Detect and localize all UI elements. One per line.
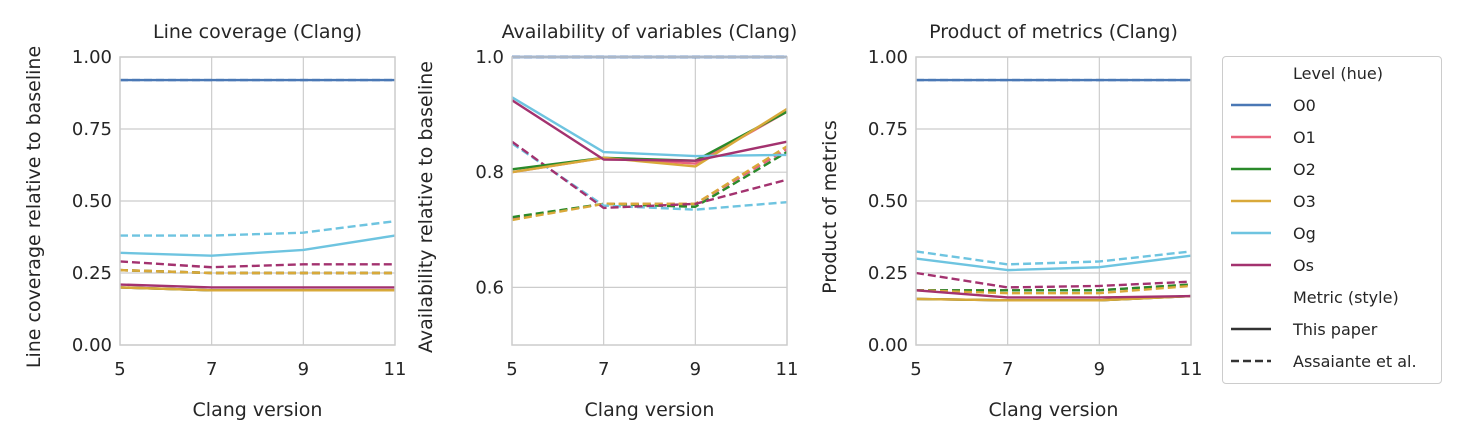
x-tick-label: 11 — [776, 359, 799, 380]
series-line-o3-assaiante — [511, 145, 788, 222]
y-tick-label: 0.6 — [475, 277, 504, 298]
x-axis-label: Clang version — [989, 399, 1119, 421]
series-line-og-this-paper — [119, 234, 396, 257]
y-tick-label: 0.00 — [72, 335, 112, 356]
x-tick-label: 5 — [910, 359, 921, 380]
series-line-o3-assaiante — [119, 268, 395, 275]
series-line-og-assaiante — [120, 219, 396, 237]
legend-item-og: Og — [1293, 224, 1316, 243]
x-tick-label: 9 — [298, 359, 309, 380]
legend-item-o2: O2 — [1293, 160, 1316, 179]
plot-frame — [915, 56, 1192, 346]
y-tick-label: 1.0 — [475, 47, 504, 68]
x-tick-label: 7 — [206, 359, 217, 380]
series-line-o2-assaiante — [916, 283, 1192, 292]
x-tick-label: 11 — [384, 359, 407, 380]
x-tick-label: 7 — [598, 359, 609, 380]
plot-frame — [119, 56, 396, 346]
legend-item-os: Os — [1293, 256, 1314, 275]
legend: Level (hue) O0 O1 O2 O3 Og Os Metric (style) Thi… — [1222, 56, 1442, 384]
chart-panel-2: 5 7 9 11 0.6 0.8 1.0 Availability of variables … — [415, 21, 798, 421]
x-tick-label: 9 — [1094, 359, 1105, 380]
chart-panel-3: 5 7 9 11 0.00 0.25 0.50 0.75 1.00 Product of metr… — [819, 21, 1202, 421]
y-tick-label: 0.75 — [72, 119, 112, 140]
series-line-os-assaiante — [915, 271, 1192, 289]
x-axis-label: Clang version — [585, 399, 715, 421]
series-line-o3-this-paper — [511, 107, 788, 174]
legend-svg: Level (hue) O0 O1 O2 O3 Og Os Metric (style) Thi… — [1231, 64, 1417, 371]
legend-style-item-2: Assaiante et al. — [1293, 352, 1417, 371]
legend-style-item-1: This paper — [1292, 320, 1378, 339]
x-tick-label: 5 — [114, 359, 125, 380]
y-axis-label: Line coverage relative to baseline — [23, 46, 45, 368]
legend-hue-title: Level (hue) — [1293, 64, 1383, 83]
series-line-o3-this-paper — [915, 294, 1192, 302]
y-tick-label: 0.8 — [475, 162, 504, 183]
series-line-og-this-paper — [511, 96, 788, 158]
legend-item-o3: O3 — [1293, 192, 1316, 211]
y-tick-label: 0.25 — [868, 263, 908, 284]
x-tick-label: 11 — [1180, 359, 1203, 380]
y-tick-label: 1.00 — [72, 47, 112, 68]
series-line-os-assaiante — [511, 140, 788, 210]
y-tick-label: 0.75 — [868, 119, 908, 140]
chart-title: Line coverage (Clang) — [153, 21, 362, 43]
series-line-os-this-paper — [915, 289, 1192, 299]
y-tick-label: 0.50 — [868, 191, 908, 212]
chart-title: Product of metrics (Clang) — [929, 21, 1178, 43]
legend-item-o0: O0 — [1293, 96, 1316, 115]
plot-frame — [511, 56, 788, 346]
series-line-os-this-paper — [511, 99, 788, 162]
series-line-o3-this-paper — [119, 286, 395, 292]
series-line-os-this-paper — [119, 283, 395, 289]
series-line-o3-assaiante — [915, 284, 1192, 295]
x-axis-label: Clang version — [193, 399, 323, 421]
x-tick-label: 9 — [690, 359, 701, 380]
y-tick-label: 1.00 — [868, 47, 908, 68]
legend-item-o1: O1 — [1293, 128, 1316, 147]
series-line-og-assaiante — [511, 142, 788, 211]
y-axis-label: Availability relative to baseline — [415, 61, 437, 353]
series-line-og-assaiante — [915, 250, 1192, 266]
series-line-os-assaiante — [119, 260, 395, 269]
y-tick-label: 0.00 — [868, 335, 908, 356]
chart-panel-1: 5 7 9 11 0.00 0.25 0.50 0.75 1.00 Line coverage (… — [23, 21, 406, 421]
y-axis-label: Product of metrics — [819, 120, 841, 294]
x-tick-label: 7 — [1002, 359, 1013, 380]
y-tick-label: 0.50 — [72, 191, 112, 212]
y-tick-label: 0.25 — [72, 263, 112, 284]
x-tick-label: 5 — [506, 359, 517, 380]
series-line-og-this-paper — [915, 254, 1192, 272]
chart-title: Availability of variables (Clang) — [502, 21, 798, 43]
legend-style-title: Metric (style) — [1293, 288, 1399, 307]
